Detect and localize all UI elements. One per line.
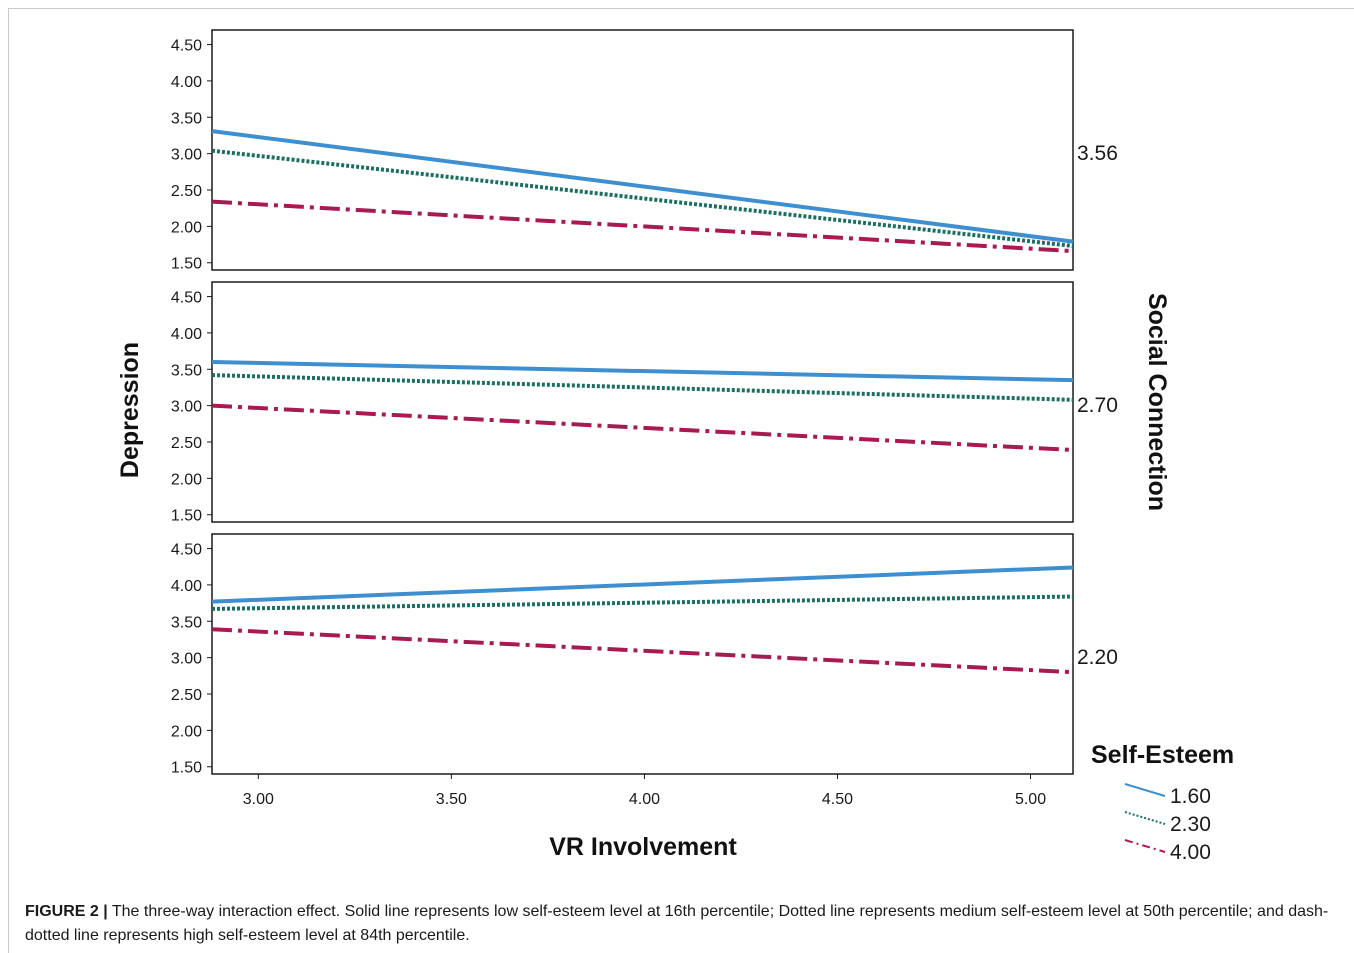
legend-swatch-1.60 bbox=[1124, 783, 1166, 797]
y-tick-label: 4.00 bbox=[171, 578, 202, 595]
series-line-1.60 bbox=[211, 565, 1074, 604]
y-tick-label: 3.00 bbox=[171, 651, 202, 668]
y-tick-label: 1.50 bbox=[171, 760, 202, 777]
x-axis-title: VR Involvement bbox=[549, 833, 737, 861]
y-axis-title: Depression bbox=[116, 342, 144, 478]
caption-text: The three-way interaction effect. Solid … bbox=[25, 903, 1329, 944]
x-axis: 3.00 3.50 4.00 4.50 5.00 bbox=[243, 774, 1046, 808]
x-tick-label: 4.00 bbox=[629, 791, 660, 808]
series-line-2.30 bbox=[211, 594, 1074, 611]
chart: 1.50 2.00 2.50 3.00 3.50 4.00 4.50 3.56 1.50 2.00… bbox=[116, 29, 1234, 864]
legend-label-4.00: 4.00 bbox=[1170, 841, 1211, 864]
y-tick-label: 4.50 bbox=[171, 542, 202, 559]
y-tick-label: 4.00 bbox=[171, 74, 202, 91]
y-tick-label: 1.50 bbox=[171, 256, 202, 273]
x-tick-label: 4.50 bbox=[822, 791, 853, 808]
y-tick-label: 4.00 bbox=[171, 326, 202, 343]
y-tick-label: 2.50 bbox=[171, 687, 202, 704]
panel-3: 1.50 2.00 2.50 3.00 3.50 4.00 4.50 2.20 bbox=[171, 533, 1118, 777]
legend-swatch-2.30 bbox=[1124, 811, 1166, 825]
panel-2: 1.50 2.00 2.50 3.00 3.50 4.00 4.50 2.70 bbox=[171, 281, 1118, 525]
figure-frame bbox=[8, 8, 1354, 953]
y-tick-label: 3.00 bbox=[171, 147, 202, 164]
series-line-1.60 bbox=[211, 360, 1074, 383]
panel-value-label: 3.56 bbox=[1077, 142, 1118, 165]
legend-label-1.60: 1.60 bbox=[1170, 785, 1211, 808]
y-tick-label: 4.50 bbox=[171, 38, 202, 55]
legend-label-2.30: 2.30 bbox=[1170, 813, 1211, 836]
y-tick-label: 1.50 bbox=[171, 508, 202, 525]
y-tick-label: 4.50 bbox=[171, 290, 202, 307]
y-tick-label: 2.00 bbox=[171, 219, 202, 236]
panels-group: 1.50 2.00 2.50 3.00 3.50 4.00 4.50 3.56 1.50 2.00… bbox=[171, 29, 1118, 777]
panel-axis-title: Social Connection bbox=[1143, 293, 1171, 511]
legend-swatch-4.00 bbox=[1124, 839, 1166, 853]
y-tick-label: 2.00 bbox=[171, 723, 202, 740]
series-line-1.60 bbox=[211, 129, 1074, 244]
x-tick-label: 3.50 bbox=[436, 791, 467, 808]
legend-title: Self-Esteem bbox=[1091, 741, 1234, 769]
legend: Self-Esteem 1.60 2.30 4.00 bbox=[1091, 741, 1234, 864]
panel-value-label: 2.20 bbox=[1077, 646, 1118, 669]
y-tick-label: 2.50 bbox=[171, 435, 202, 452]
caption-label: FIGURE 2 | bbox=[25, 903, 108, 920]
x-tick-label: 5.00 bbox=[1015, 791, 1046, 808]
x-tick-label: 3.00 bbox=[243, 791, 274, 808]
y-tick-label: 2.50 bbox=[171, 183, 202, 200]
panel-frame bbox=[211, 533, 1074, 775]
y-tick-label: 3.50 bbox=[171, 110, 202, 127]
figure-caption: FIGURE 2 | The three-way interaction eff… bbox=[25, 900, 1335, 948]
panel-1: 1.50 2.00 2.50 3.00 3.50 4.00 4.50 3.56 bbox=[171, 29, 1118, 273]
panel-frame bbox=[211, 281, 1074, 523]
series-line-2.30 bbox=[211, 373, 1074, 402]
y-tick-label: 2.00 bbox=[171, 471, 202, 488]
series-line-2.30 bbox=[211, 148, 1074, 248]
panel-value-label: 2.70 bbox=[1077, 394, 1118, 417]
y-tick-label: 3.00 bbox=[171, 399, 202, 416]
panel-frame bbox=[211, 29, 1074, 271]
y-tick-label: 3.50 bbox=[171, 614, 202, 631]
y-tick-label: 3.50 bbox=[171, 362, 202, 379]
